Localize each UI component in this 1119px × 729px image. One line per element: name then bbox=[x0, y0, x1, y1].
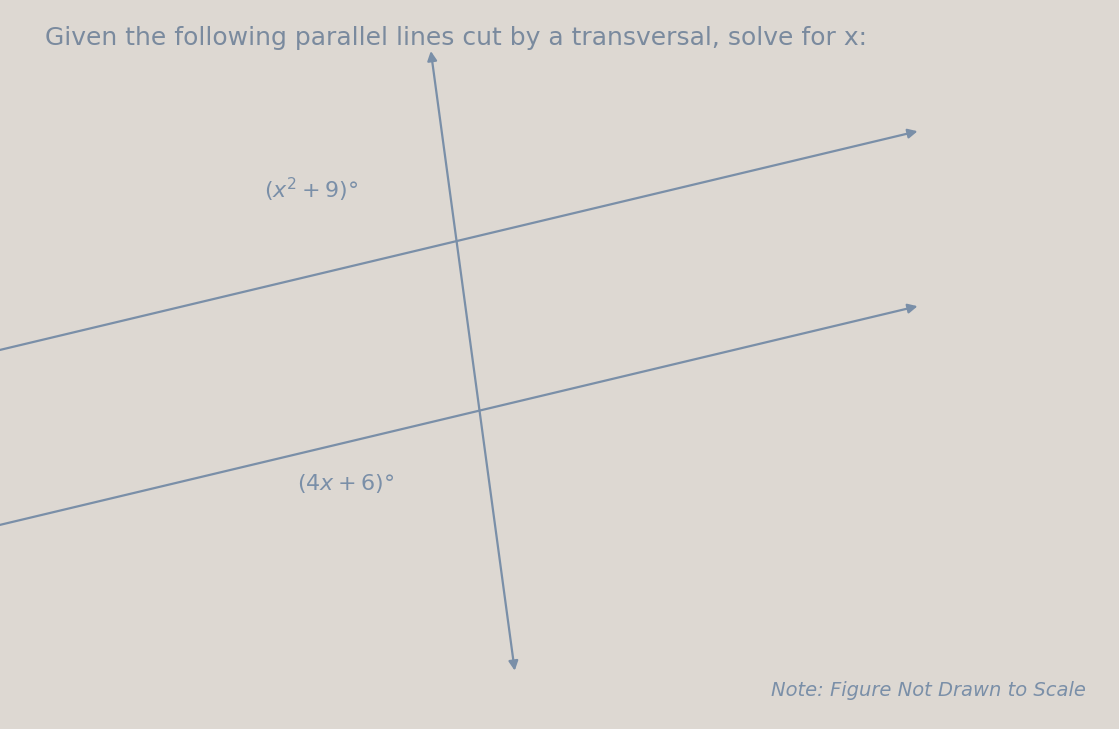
Text: Note: Figure Not Drawn to Scale: Note: Figure Not Drawn to Scale bbox=[771, 681, 1085, 700]
Text: $(4x + 6)°$: $(4x + 6)°$ bbox=[297, 472, 394, 495]
Text: Given the following parallel lines cut by a transversal, solve for x:: Given the following parallel lines cut b… bbox=[45, 26, 867, 50]
Text: $(x^2 + 9)°$: $(x^2 + 9)°$ bbox=[264, 176, 358, 204]
